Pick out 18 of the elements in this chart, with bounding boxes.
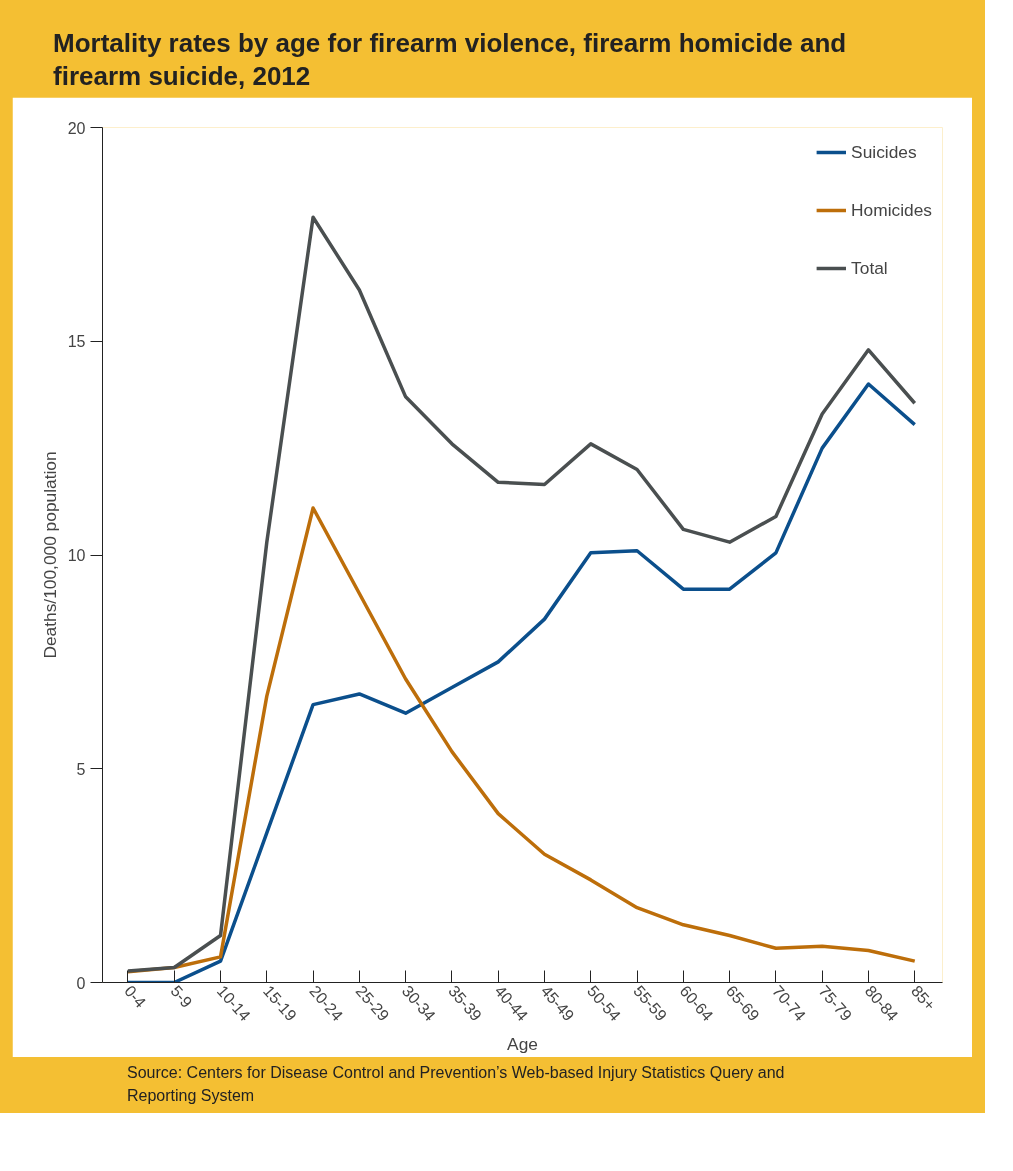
y-tick-label: 0 [76, 974, 86, 992]
line-series [126, 215, 917, 973]
legend-label: Total [851, 257, 888, 279]
x-tick-label: 5-9 [167, 982, 196, 1011]
x-tick-label: 0-4 [121, 982, 150, 1011]
legend-label: Homicides [851, 199, 932, 221]
y-tick-label: 20 [67, 119, 86, 137]
legend-label: Suicides [851, 141, 917, 163]
line-series [126, 506, 917, 974]
x-axis-title: Age [507, 1034, 538, 1055]
y-axis-title: Deaths/100,000 population [39, 451, 60, 659]
y-tick-label: 5 [76, 760, 86, 778]
line-series [126, 382, 917, 983]
source-note: Source: Centers for Disease Control and Prevention’s Web-based Injury Statistics Query and Reporting System [127, 1063, 786, 1106]
y-tick-label: 10 [67, 547, 86, 564]
y-tick-label: 15 [67, 333, 86, 351]
chart-title: Mortality rates by age for firearm violence, firearm homicide and firearm suicide, 2012 [53, 27, 848, 92]
x-tick-label: 85+ [907, 982, 939, 1014]
